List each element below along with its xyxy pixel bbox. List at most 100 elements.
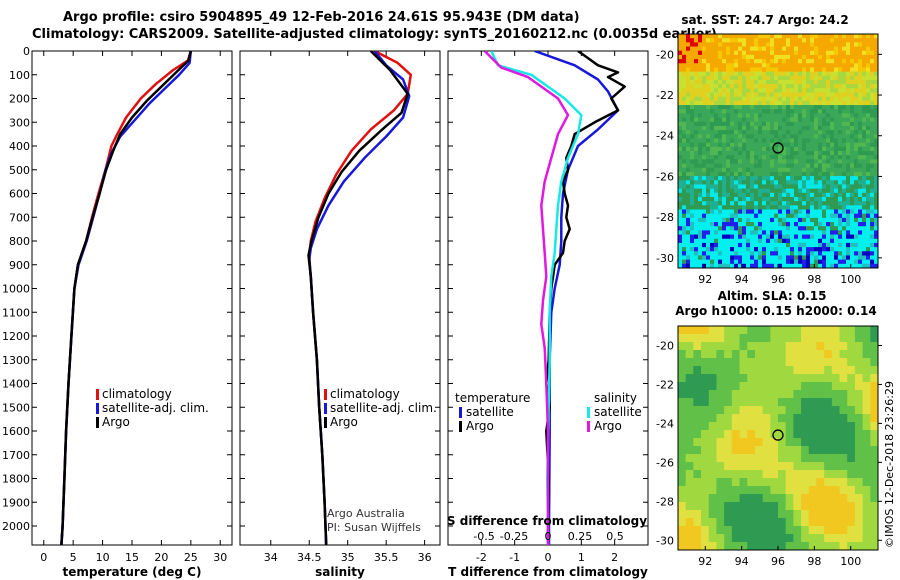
x-axis-label: salinity — [315, 565, 365, 579]
profile-location-marker — [772, 429, 784, 441]
legend-label: Argo — [466, 419, 494, 433]
annotation-line-2: PI: Susan Wijffels — [327, 521, 421, 534]
y-tick-label: 1400 — [2, 378, 30, 391]
figure-title-line1: Argo profile: csiro 5904895_49 12-Feb-20… — [63, 10, 580, 25]
legend-swatch — [324, 389, 327, 400]
x-tick-label: 35 — [341, 551, 355, 564]
map-y-tick-label: -22 — [656, 378, 674, 391]
x-axis-label: T difference from climatology — [448, 565, 648, 579]
map-y-tick-label: -20 — [656, 339, 674, 352]
legend-label: climatology — [102, 387, 172, 401]
legend-swatch — [587, 407, 590, 418]
salinity-panel: 34 34.5 35 35.5 36 salinity climatologysatelli… — [239, 50, 441, 579]
map-y-tick-label: -28 — [656, 495, 674, 508]
map-y-tick-label: -26 — [656, 170, 674, 183]
map-y-tick-label: -28 — [656, 211, 674, 224]
x-tick-label: 35.5 — [374, 551, 399, 564]
sst-map[interactable]: 92 94 96 98 100 -20 -22 -24 -26 -28 -30 — [656, 33, 882, 286]
legend-label: climatology — [330, 387, 400, 401]
y-tick-label: 1700 — [2, 449, 30, 462]
legend-swatch — [96, 403, 99, 414]
y-tick-label: 300 — [9, 116, 30, 129]
difference-panel: -2 -1 0 1 2T difference from climatology temp… — [447, 50, 649, 579]
x-tick-label: 20 — [154, 551, 168, 564]
legend-swatch — [587, 421, 590, 432]
figure-title-line2: Climatology: CARS2009. Satellite-adjuste… — [32, 27, 717, 42]
map-x-tick-label: 98 — [807, 273, 821, 286]
sla-map-title-2: Argo h1000: 0.15 h2000: 0.14 — [675, 304, 876, 318]
legend-label: satellite-adj. clim. — [330, 401, 437, 415]
plot-frame — [31, 50, 233, 546]
credit-text: ©IMOS 12-Dec-2018 23:26:29 — [883, 381, 896, 548]
legend-swatch — [459, 421, 462, 432]
y-tick-label: 1800 — [2, 473, 30, 486]
y-tick-label: 2000 — [2, 520, 30, 533]
sla-map[interactable]: 92 94 96 98 100 -20 -22 -24 -26 -28 -30 — [656, 325, 882, 568]
legend-swatch — [459, 407, 462, 418]
x-tick-label: 34 — [264, 551, 278, 564]
map-cells — [678, 34, 879, 269]
legend-label: Argo — [330, 415, 358, 429]
profile-location-marker — [772, 142, 784, 154]
legend-title-temperature: temperature — [455, 391, 530, 405]
s-tick-label: 0 — [545, 530, 552, 543]
map-x-tick-label: 100 — [840, 273, 861, 286]
legend-label: satellite — [466, 405, 514, 419]
temperature-panel: 0100200300400500600700800900100011001200… — [2, 45, 233, 579]
y-tick-label: 1600 — [2, 425, 30, 438]
legend-swatch — [324, 403, 327, 414]
y-tick-label: 900 — [9, 259, 30, 272]
y-tick-label: 800 — [9, 235, 30, 248]
map-x-tick-label: 98 — [807, 555, 821, 568]
s-tick-label: -0.5 — [473, 530, 494, 543]
y-tick-label: 1200 — [2, 330, 30, 343]
legend-label: Argo — [594, 419, 622, 433]
map-x-tick-label: 96 — [771, 273, 785, 286]
x-tick-label: 10 — [96, 551, 110, 564]
legend-label: satellite-adj. clim. — [102, 401, 209, 415]
s-tick-label: 0.5 — [606, 530, 624, 543]
s-axis-label: S difference from climatology — [447, 514, 647, 528]
map-y-tick-label: -22 — [656, 89, 674, 102]
map-y-tick-label: -24 — [656, 130, 674, 143]
s-tick-label: -0.25 — [500, 530, 528, 543]
s-tick-label: 0.25 — [568, 530, 593, 543]
x-tick-label: 0 — [545, 551, 552, 564]
sla-map-title-1: Altim. SLA: 0.15 — [718, 289, 827, 303]
y-tick-label: 0 — [23, 45, 30, 58]
x-axis-label: temperature (deg C) — [63, 565, 202, 579]
x-tick-label: 36 — [418, 551, 432, 564]
x-tick-label: 34.5 — [297, 551, 322, 564]
annotation-line-1: Argo Australia — [327, 507, 405, 520]
y-tick-label: 1500 — [2, 401, 30, 414]
plot-frame — [239, 50, 441, 546]
map-x-tick-label: 100 — [840, 555, 861, 568]
map-x-tick-label: 96 — [771, 555, 785, 568]
legend-swatch — [324, 417, 327, 428]
y-tick-label: 1100 — [2, 306, 30, 319]
x-tick-label: 15 — [125, 551, 139, 564]
x-tick-label: 5 — [70, 551, 77, 564]
map-y-tick-label: -30 — [656, 534, 674, 547]
x-tick-label: 1 — [578, 551, 585, 564]
series-line-s-argo — [483, 51, 570, 545]
series-group — [307, 51, 413, 545]
map-x-tick-label: 92 — [698, 273, 712, 286]
y-tick-label: 1000 — [2, 283, 30, 296]
x-tick-label: -1 — [509, 551, 520, 564]
y-tick-label: 100 — [9, 69, 30, 82]
y-tick-label: 1900 — [2, 496, 30, 509]
y-tick-label: 1300 — [2, 354, 30, 367]
x-tick-label: -2 — [476, 551, 487, 564]
map-x-tick-label: 92 — [698, 555, 712, 568]
map-y-tick-label: -20 — [656, 48, 674, 61]
x-tick-label: 25 — [184, 551, 198, 564]
map-y-tick-label: -26 — [656, 456, 674, 469]
map-cells — [678, 326, 879, 551]
y-tick-label: 600 — [9, 188, 30, 201]
map-y-tick-label: -24 — [656, 417, 674, 430]
y-tick-label: 700 — [9, 211, 30, 224]
legend-title-salinity: salinity — [594, 391, 637, 405]
legend-swatch — [96, 417, 99, 428]
